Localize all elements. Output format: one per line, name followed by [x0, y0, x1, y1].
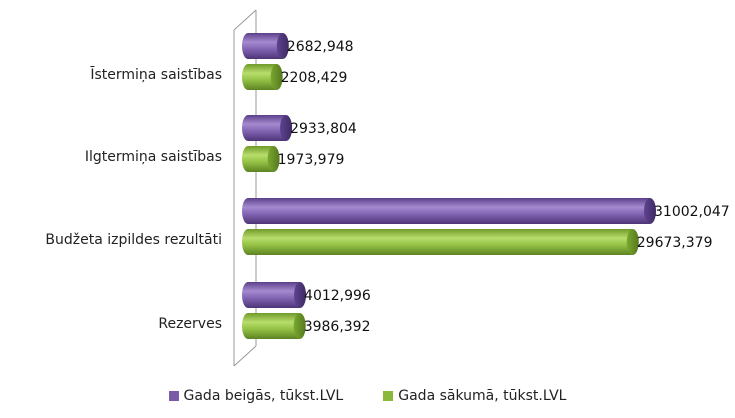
bar-end-of-year-4	[242, 282, 307, 308]
value-labels: 2682,948 2208,429 2933,804 1973,979 31002,04…	[278, 39, 730, 335]
value-label-end-of-year-1: 2682,948	[287, 39, 354, 55]
legend-swatch-green	[383, 391, 394, 401]
bars-group	[242, 33, 656, 339]
category-labels: Īstermiņa saistības Ilgtermiņa saistības B…	[45, 66, 222, 332]
value-label-end-of-year-3: 31002,047	[654, 204, 730, 220]
bar-start-of-year-3	[242, 229, 639, 255]
legend-label-end-of-year: Gada beigās, tūkst.LVL	[183, 388, 344, 404]
legend-swatch-purple	[168, 391, 179, 401]
category-label-2: Ilgtermiņa saistības	[85, 149, 222, 165]
y-axis	[233, 9, 257, 367]
bar-start-of-year-2	[242, 146, 280, 172]
bar-end-of-year-1	[242, 33, 289, 59]
legend-item-end-of-year: Gada beigās, tūkst.LVL	[168, 388, 344, 404]
value-label-start-of-year-3: 29673,379	[637, 235, 713, 251]
legend-item-start-of-year: Gada sākumā, tūkst.LVL	[383, 388, 566, 404]
bar-end-of-year-2	[242, 115, 293, 141]
value-label-end-of-year-2: 2933,804	[290, 121, 357, 137]
value-label-start-of-year-2: 1973,979	[278, 152, 345, 168]
value-label-start-of-year-4: 3986,392	[304, 319, 371, 335]
bar-start-of-year-4	[242, 313, 306, 339]
y-axis-bottom-edge	[233, 345, 257, 367]
y-axis-top-edge	[233, 9, 257, 31]
category-label-3: Budžeta izpildes rezultāti	[45, 232, 222, 248]
value-label-end-of-year-4: 4012,996	[304, 288, 371, 304]
bar-start-of-year-1	[242, 64, 283, 90]
bar-end-of-year-3	[242, 198, 656, 224]
legend-label-start-of-year: Gada sākumā, tūkst.LVL	[398, 388, 567, 404]
value-label-start-of-year-1: 2208,429	[281, 70, 348, 86]
category-label-1: Īstermiņa saistības	[90, 66, 222, 83]
legend: Gada beigās, tūkst.LVL Gada sākumā, tūks…	[0, 388, 735, 404]
category-label-4: Rezerves	[158, 316, 222, 332]
